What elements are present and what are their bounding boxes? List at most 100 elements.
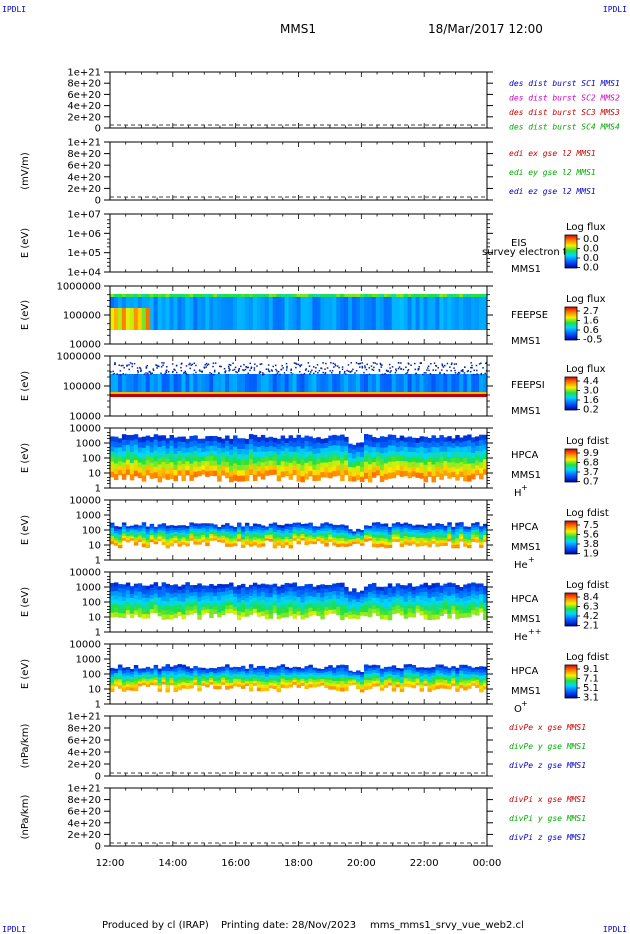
spectrogram-cell (383, 544, 389, 549)
spectrogram-cell (296, 667, 301, 671)
spectrogram-cell (137, 670, 143, 674)
spectrogram-cell (205, 675, 210, 679)
spectrogram-cell (387, 294, 393, 330)
spectrogram-cell (363, 586, 369, 591)
spectrogram-cell (221, 682, 226, 686)
spectrogram-cell (423, 447, 428, 455)
spectrogram-cell (300, 674, 305, 678)
spectrogram-cell (185, 540, 190, 544)
spectrogram-cell (352, 671, 357, 674)
spectrogram-cell (371, 594, 377, 599)
spectrogram-cell (121, 685, 127, 689)
spectrogram-cell (236, 676, 242, 680)
spectrogram-cell (137, 591, 143, 597)
spectrogram-cell (292, 671, 298, 674)
spectrogram-cell (244, 294, 250, 330)
spectrogram-cell (161, 440, 167, 447)
spectrogram-cell (244, 597, 250, 603)
spectrogram-cell (399, 440, 405, 447)
spectrogram-cell (447, 667, 452, 671)
spectrogram-dot (285, 362, 288, 365)
spectrogram-dot (118, 364, 120, 366)
spectrogram-cell (256, 441, 262, 448)
spectrogram-cell (415, 527, 421, 531)
spectrogram-cell (125, 374, 131, 392)
spectrogram-cell (268, 528, 274, 531)
spectrogram-cell (272, 451, 278, 457)
spectrogram-cell (201, 294, 206, 330)
spectrogram-cell (399, 537, 405, 542)
spectrogram-cell (312, 475, 317, 481)
spectrogram-cell (121, 529, 127, 532)
spectrogram-cell (419, 603, 425, 608)
spectrogram-cell (240, 470, 246, 477)
spectrogram-cell (435, 605, 440, 611)
spectrogram-cell (177, 455, 182, 462)
spectrogram-cell (387, 472, 393, 479)
spectrogram-cell (280, 536, 286, 540)
spectrogram-cell (197, 374, 202, 392)
spectrogram-cell (427, 676, 432, 680)
spectrogram-cell (137, 308, 143, 330)
spectrogram-dot (212, 365, 214, 368)
spectrogram-cell (352, 476, 357, 482)
spectrogram-cell (435, 543, 440, 547)
y-tick-label: 10 (88, 541, 101, 552)
spectrogram-cell (411, 294, 417, 330)
spectrogram-cell (229, 533, 234, 537)
spectrogram-cell (233, 446, 238, 453)
legend-entry: des dist burst SC3 MMS3 (509, 108, 620, 117)
spectrogram-cell (471, 452, 476, 459)
spectrogram-cell (110, 294, 115, 297)
spectrogram-cell (145, 445, 151, 451)
spectrogram-cell (360, 596, 365, 601)
spectrogram-cell (419, 535, 425, 539)
spectrogram-cell (121, 588, 127, 594)
spectrogram-cell (276, 614, 282, 620)
y-tick-label: 100 (82, 454, 101, 465)
spectrogram-cell (209, 613, 214, 619)
spectrogram-cell (288, 523, 294, 528)
spectrogram-cell (193, 675, 198, 679)
spectrogram-cell (229, 601, 234, 606)
spectrogram-cell (201, 532, 206, 536)
y-tick-label: 100 (82, 598, 101, 609)
y-tick-label: 1000 (76, 439, 101, 450)
spectrogram-cell (149, 436, 155, 443)
spectrogram-cell (304, 596, 309, 602)
spectrogram-cell (324, 294, 329, 330)
spectrogram-cell (300, 668, 305, 671)
spectrogram-cell (300, 614, 305, 620)
spectrogram-cell (125, 439, 131, 446)
spectrogram-cell (161, 451, 167, 458)
spectrogram-cell (197, 670, 202, 674)
spectrogram-dot (405, 366, 407, 368)
spectrogram-cell (435, 664, 440, 668)
spectrogram-cell (371, 680, 377, 684)
legend-entry: edi ey gse l2 MMS1 (509, 168, 596, 177)
spectrogram-cell (256, 666, 262, 670)
spectrogram-cell (475, 522, 480, 526)
spectrogram-cell (391, 530, 397, 533)
y-tick-label: 10 (88, 685, 101, 696)
spectrogram-cell (201, 537, 206, 541)
spectrogram-cell (423, 681, 428, 684)
spectrogram-dot (378, 370, 381, 372)
spectrogram-cell (332, 602, 337, 607)
spectrogram-cell (471, 525, 476, 529)
spectrogram-cell (221, 452, 226, 458)
spectrogram-cell (344, 601, 349, 606)
spectrogram-cell (415, 669, 421, 673)
spectrogram-cell (431, 525, 436, 529)
spectrogram-cell (471, 374, 476, 392)
spectrogram-cell (419, 676, 425, 680)
spectrogram-cell (391, 450, 397, 457)
spectrogram-cell (181, 534, 186, 538)
spectrogram-cell (197, 531, 202, 535)
spectrogram-cell (173, 596, 178, 602)
spectrogram-cell (391, 596, 397, 601)
spectrogram-cell (117, 442, 123, 448)
species-charge: + (528, 555, 535, 564)
spectrogram-cell (407, 669, 413, 674)
